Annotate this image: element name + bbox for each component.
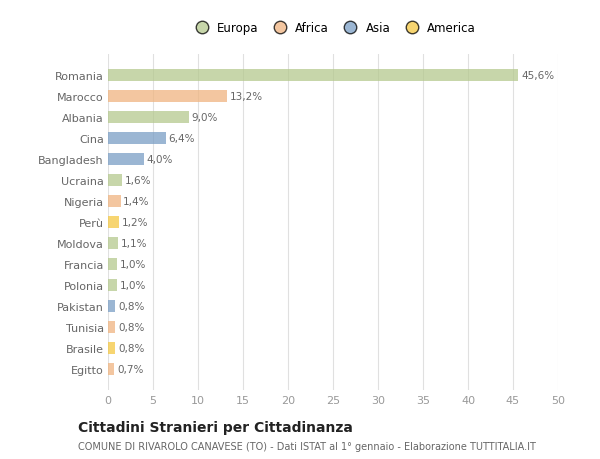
Text: 45,6%: 45,6% — [521, 71, 554, 81]
Text: 1,0%: 1,0% — [120, 280, 146, 291]
Text: 0,8%: 0,8% — [118, 302, 144, 311]
Bar — [108, 133, 166, 145]
Text: 0,8%: 0,8% — [118, 343, 144, 353]
Text: 0,7%: 0,7% — [117, 364, 143, 374]
Text: 9,0%: 9,0% — [192, 113, 218, 123]
Bar — [108, 259, 117, 270]
Bar — [108, 217, 119, 229]
Text: 1,6%: 1,6% — [125, 176, 152, 186]
Bar — [108, 91, 227, 103]
Text: 1,0%: 1,0% — [120, 259, 146, 269]
Bar — [108, 175, 122, 186]
Bar — [108, 112, 189, 123]
Text: 13,2%: 13,2% — [229, 92, 263, 102]
Text: 1,4%: 1,4% — [124, 197, 150, 207]
Bar — [108, 364, 114, 375]
Bar — [108, 342, 115, 354]
Bar — [108, 322, 115, 333]
Text: 1,2%: 1,2% — [121, 218, 148, 228]
Bar — [108, 154, 144, 166]
Text: Cittadini Stranieri per Cittadinanza: Cittadini Stranieri per Cittadinanza — [78, 420, 353, 434]
Legend: Europa, Africa, Asia, America: Europa, Africa, Asia, America — [185, 17, 481, 40]
Bar — [108, 70, 518, 82]
Text: COMUNE DI RIVAROLO CANAVESE (TO) - Dati ISTAT al 1° gennaio - Elaborazione TUTTI: COMUNE DI RIVAROLO CANAVESE (TO) - Dati … — [78, 441, 536, 451]
Bar — [108, 238, 118, 249]
Text: 4,0%: 4,0% — [146, 155, 173, 165]
Bar — [108, 196, 121, 207]
Bar — [108, 280, 117, 291]
Text: 0,8%: 0,8% — [118, 322, 144, 332]
Text: 1,1%: 1,1% — [121, 239, 147, 248]
Text: 6,4%: 6,4% — [168, 134, 195, 144]
Bar — [108, 301, 115, 312]
